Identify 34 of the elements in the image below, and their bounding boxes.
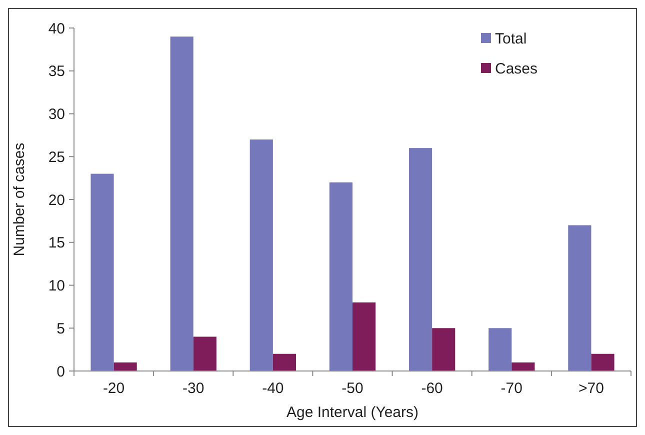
- bar: [250, 139, 273, 371]
- bar: [272, 354, 296, 371]
- bar: [114, 362, 137, 371]
- x-tick-label: -50: [342, 380, 364, 397]
- x-tick-label: >70: [578, 380, 604, 397]
- bar: [408, 148, 432, 371]
- x-tick-label: -70: [500, 380, 522, 397]
- x-tick-label: -40: [262, 380, 284, 397]
- y-tick-label: 20: [48, 192, 65, 209]
- bar: [90, 174, 114, 371]
- y-tick-label: 40: [48, 20, 65, 38]
- y-axis-title: Number of cases: [11, 142, 28, 256]
- x-tick-label: -30: [182, 380, 204, 397]
- bar: [591, 354, 614, 371]
- x-tick-label: -20: [102, 380, 125, 397]
- bar: [432, 328, 456, 371]
- x-axis-title: Age Interval (Years): [286, 404, 419, 421]
- y-tick-label: 15: [48, 234, 65, 252]
- bar: [170, 36, 194, 371]
- bar: [352, 302, 376, 371]
- y-tick-label: 0: [56, 363, 65, 380]
- x-tick-label: -60: [421, 380, 443, 397]
- bar: [512, 362, 535, 371]
- y-tick-label: 25: [48, 148, 65, 166]
- bar: [568, 225, 592, 371]
- y-tick-label: 35: [48, 63, 65, 80]
- y-tick-label: 5: [56, 320, 65, 338]
- y-tick-label: 10: [48, 278, 65, 294]
- bar: [329, 182, 352, 371]
- bar: [488, 328, 512, 371]
- bar: [193, 336, 216, 371]
- legend-label: Total: [495, 30, 527, 48]
- y-tick-label: 30: [48, 106, 65, 123]
- legend-label: Cases: [495, 60, 538, 78]
